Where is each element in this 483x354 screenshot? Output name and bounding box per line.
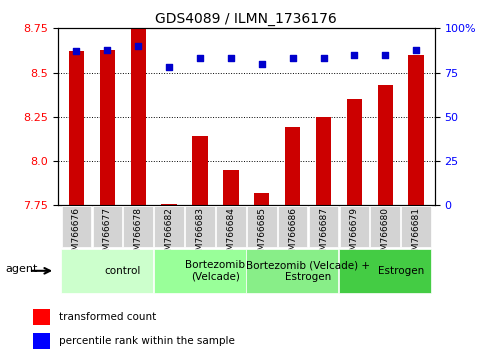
Point bbox=[258, 61, 266, 67]
Bar bbox=[161, 204, 177, 205]
Point bbox=[196, 56, 204, 61]
Text: GSM766681: GSM766681 bbox=[412, 207, 421, 262]
Bar bbox=[192, 136, 208, 205]
FancyBboxPatch shape bbox=[154, 249, 246, 293]
Bar bbox=[316, 117, 331, 205]
Bar bbox=[33, 333, 50, 349]
Text: GSM766683: GSM766683 bbox=[196, 207, 204, 262]
Text: GSM766678: GSM766678 bbox=[134, 207, 143, 262]
Point bbox=[289, 56, 297, 61]
Point bbox=[72, 48, 80, 54]
Point bbox=[165, 64, 173, 70]
Bar bbox=[285, 127, 300, 205]
FancyBboxPatch shape bbox=[62, 206, 91, 247]
Text: GSM766676: GSM766676 bbox=[72, 207, 81, 262]
Text: GSM766682: GSM766682 bbox=[165, 207, 173, 262]
Point bbox=[412, 47, 420, 52]
FancyBboxPatch shape bbox=[247, 206, 277, 247]
FancyBboxPatch shape bbox=[154, 206, 184, 247]
Bar bbox=[99, 50, 115, 205]
FancyBboxPatch shape bbox=[185, 206, 215, 247]
Title: GDS4089 / ILMN_1736176: GDS4089 / ILMN_1736176 bbox=[156, 12, 337, 26]
Point bbox=[382, 52, 389, 58]
FancyBboxPatch shape bbox=[309, 206, 339, 247]
FancyBboxPatch shape bbox=[340, 206, 369, 247]
Point bbox=[227, 56, 235, 61]
FancyBboxPatch shape bbox=[339, 249, 431, 293]
Bar bbox=[69, 51, 84, 205]
Point bbox=[351, 52, 358, 58]
Point bbox=[320, 56, 327, 61]
FancyBboxPatch shape bbox=[216, 206, 246, 247]
Text: Estrogen: Estrogen bbox=[378, 266, 424, 276]
Point bbox=[103, 47, 111, 52]
Text: control: control bbox=[105, 266, 141, 276]
FancyBboxPatch shape bbox=[370, 206, 400, 247]
FancyBboxPatch shape bbox=[61, 249, 153, 293]
Bar bbox=[409, 55, 424, 205]
Bar bbox=[33, 309, 50, 325]
FancyBboxPatch shape bbox=[401, 206, 431, 247]
Text: GSM766687: GSM766687 bbox=[319, 207, 328, 262]
Text: Bortezomib
(Velcade): Bortezomib (Velcade) bbox=[185, 260, 245, 282]
Text: GSM766686: GSM766686 bbox=[288, 207, 297, 262]
Bar bbox=[378, 85, 393, 205]
Text: Bortezomib (Velcade) +
Estrogen: Bortezomib (Velcade) + Estrogen bbox=[246, 260, 370, 282]
Text: percentile rank within the sample: percentile rank within the sample bbox=[59, 336, 235, 346]
Text: transformed count: transformed count bbox=[59, 312, 156, 322]
Bar bbox=[254, 193, 270, 205]
Text: GSM766677: GSM766677 bbox=[103, 207, 112, 262]
Bar bbox=[223, 170, 239, 205]
FancyBboxPatch shape bbox=[278, 206, 308, 247]
Text: GSM766679: GSM766679 bbox=[350, 207, 359, 262]
FancyBboxPatch shape bbox=[93, 206, 122, 247]
FancyBboxPatch shape bbox=[124, 206, 153, 247]
Point bbox=[134, 43, 142, 49]
Bar bbox=[130, 5, 146, 205]
Text: agent: agent bbox=[6, 263, 38, 274]
Text: GSM766685: GSM766685 bbox=[257, 207, 266, 262]
FancyBboxPatch shape bbox=[246, 249, 339, 293]
Bar bbox=[347, 99, 362, 205]
Text: GSM766684: GSM766684 bbox=[227, 207, 235, 262]
Text: GSM766680: GSM766680 bbox=[381, 207, 390, 262]
